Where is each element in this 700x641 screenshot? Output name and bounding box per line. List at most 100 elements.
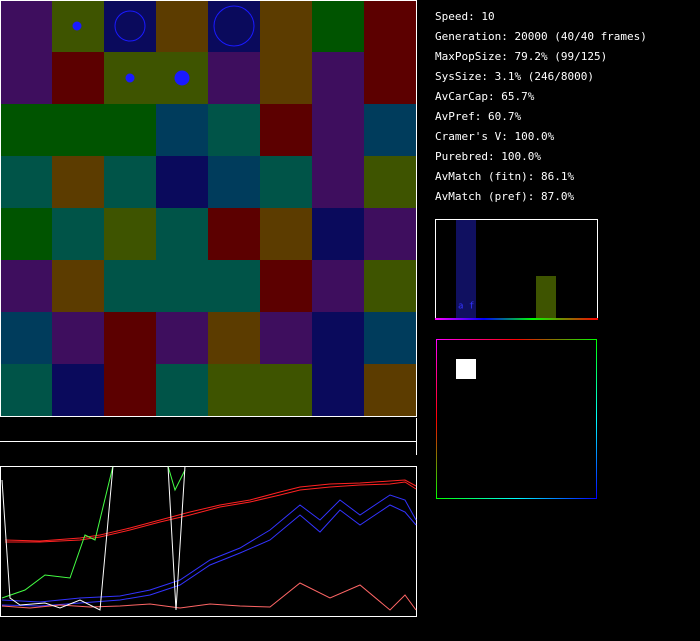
stat-line: Speed: 10 xyxy=(435,10,495,23)
cell xyxy=(156,364,208,416)
series-line xyxy=(167,465,186,611)
cell xyxy=(104,312,156,364)
cell xyxy=(364,364,416,416)
cell xyxy=(260,260,312,312)
grid-border xyxy=(0,0,417,417)
series-line xyxy=(5,481,417,543)
histogram-label: a f xyxy=(458,302,474,312)
cell xyxy=(364,156,416,208)
stat-line: Generation: 20000 (40/40 frames) xyxy=(435,30,647,43)
cell xyxy=(0,104,52,156)
cell xyxy=(208,52,260,104)
stat-line: AvPref: 60.7% xyxy=(435,110,521,123)
cell xyxy=(312,364,364,416)
stat-line: Purebred: 100.0% xyxy=(435,150,541,163)
cell xyxy=(364,312,416,364)
cell xyxy=(208,156,260,208)
cell xyxy=(312,52,364,104)
cell xyxy=(260,364,312,416)
bar xyxy=(456,220,476,319)
histogram: a f xyxy=(435,219,598,320)
cell xyxy=(156,208,208,260)
time-graph xyxy=(0,465,417,617)
cell xyxy=(104,208,156,260)
cell xyxy=(260,156,312,208)
cell xyxy=(156,260,208,312)
preference-map xyxy=(436,339,597,499)
stats: Speed: 10 Generation: 20000 (40/40 frames… xyxy=(435,10,647,203)
cell xyxy=(52,104,104,156)
cell xyxy=(208,104,260,156)
cell xyxy=(312,104,364,156)
graph-border xyxy=(0,466,417,617)
stat-line: AvMatch (pref): 87.0% xyxy=(435,190,574,203)
cell xyxy=(208,364,260,416)
cell xyxy=(364,260,416,312)
agent xyxy=(125,73,135,83)
cell xyxy=(52,260,104,312)
cell xyxy=(156,104,208,156)
map-border xyxy=(436,339,597,499)
cell xyxy=(364,208,416,260)
cell xyxy=(156,0,208,52)
cell xyxy=(104,156,156,208)
marker xyxy=(456,359,476,379)
series-line xyxy=(1,494,417,603)
cell xyxy=(156,312,208,364)
cell xyxy=(364,104,416,156)
world-grid xyxy=(0,0,416,416)
cell xyxy=(0,364,52,416)
cell xyxy=(52,364,104,416)
series-line xyxy=(1,465,114,611)
cell xyxy=(0,312,52,364)
cell xyxy=(0,208,52,260)
agent xyxy=(72,21,82,31)
cell xyxy=(0,260,52,312)
cell xyxy=(260,208,312,260)
cell xyxy=(156,156,208,208)
cell xyxy=(0,0,52,52)
cell xyxy=(52,312,104,364)
cell xyxy=(208,0,260,52)
cell xyxy=(104,104,156,156)
cell xyxy=(312,0,364,52)
cell xyxy=(104,0,156,52)
cell xyxy=(312,260,364,312)
series-line xyxy=(1,465,114,599)
cell xyxy=(312,312,364,364)
series-line xyxy=(1,582,417,611)
cell xyxy=(208,208,260,260)
agent xyxy=(114,10,146,42)
cell xyxy=(260,312,312,364)
cell xyxy=(208,312,260,364)
cell xyxy=(364,0,416,52)
series-line xyxy=(4,479,417,542)
cell xyxy=(52,52,104,104)
cell xyxy=(0,52,52,104)
cell xyxy=(260,104,312,156)
bar xyxy=(536,276,556,319)
cell xyxy=(52,156,104,208)
agents xyxy=(72,5,255,86)
series-line xyxy=(167,465,186,492)
cell xyxy=(364,52,416,104)
axis xyxy=(435,318,598,320)
cell xyxy=(104,364,156,416)
stat-line: MaxPopSize: 79.2% (99/125) xyxy=(435,50,607,63)
cell xyxy=(104,260,156,312)
cell xyxy=(312,156,364,208)
stat-line: AvCarCap: 65.7% xyxy=(435,90,535,103)
cell xyxy=(0,156,52,208)
cell xyxy=(260,52,312,104)
cell xyxy=(52,208,104,260)
agent xyxy=(213,5,255,47)
stat-line: Cramer's V: 100.0% xyxy=(435,130,555,143)
series-line xyxy=(1,504,417,607)
agent xyxy=(174,70,190,86)
stat-line: SysSize: 3.1% (246/8000) xyxy=(435,70,594,83)
stat-line: AvMatch (fitn): 86.1% xyxy=(435,170,574,183)
cell xyxy=(312,208,364,260)
cell xyxy=(260,0,312,52)
